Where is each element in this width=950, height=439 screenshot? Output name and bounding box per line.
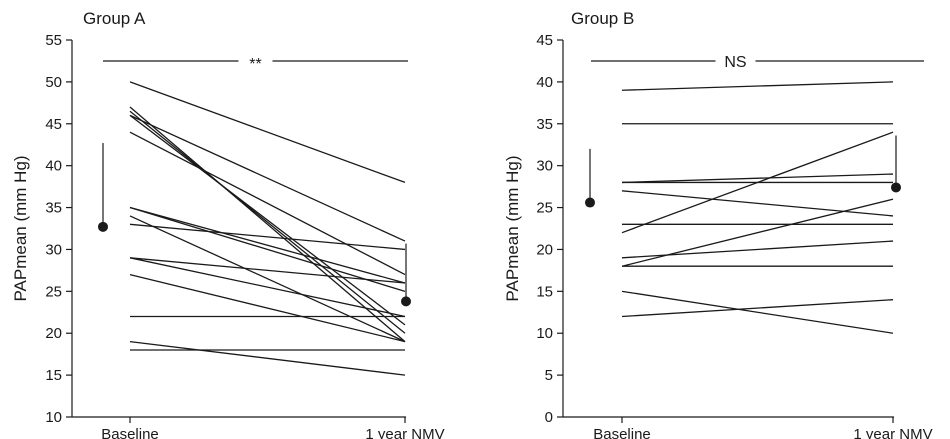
series-line [129, 340, 406, 376]
y-tick-label: 0 [545, 409, 553, 426]
y-tick-label: 20 [45, 325, 62, 342]
y-tick-label: 25 [536, 200, 553, 217]
series-line [621, 299, 894, 318]
y-tick-label: 35 [536, 116, 553, 133]
series-line [129, 215, 406, 343]
series-line [129, 257, 406, 318]
significance-label: ** [249, 56, 261, 73]
series-line [621, 198, 894, 267]
y-tick-label: 10 [45, 409, 62, 426]
series-line [129, 206, 406, 284]
chart-title: Group B [571, 9, 634, 28]
series-line [129, 273, 406, 343]
series-line [129, 106, 406, 343]
significance-label: NS [724, 54, 746, 71]
series-line [129, 206, 406, 292]
baseline-mean-dot [98, 221, 108, 232]
y-axis-label: PAPmean (mm Hg) [11, 155, 30, 301]
y-tick-label: 30 [45, 241, 62, 258]
series-line [621, 173, 894, 184]
y-tick-label: 10 [536, 325, 553, 342]
y-tick-label: 45 [45, 116, 62, 133]
y-tick-label: 45 [536, 32, 553, 49]
x-tick-label: 1 year NMV [365, 426, 444, 439]
y-axis-label: PAPmean (mm Hg) [503, 155, 522, 301]
y-tick-label: 15 [536, 283, 553, 300]
y-tick-label: 5 [545, 367, 553, 384]
chart-title: Group A [83, 9, 146, 28]
series-line [621, 131, 894, 234]
y-tick-label: 15 [45, 367, 62, 384]
series-line [129, 114, 406, 326]
y-tick-label: 55 [45, 32, 62, 49]
y-tick-label: 30 [536, 158, 553, 175]
series-line [129, 131, 406, 276]
series-line [129, 114, 406, 242]
y-tick-label: 35 [45, 200, 62, 217]
panel-group-b: Group B PAPmean (mm Hg) 0 5 10 15 20 25 30 35 40 45… [503, 9, 933, 439]
baseline-mean-dot [585, 197, 595, 208]
y-tick-label: 40 [536, 74, 553, 91]
followup-mean-dot [891, 182, 901, 193]
y-tick-label: 50 [45, 74, 62, 91]
series-line [129, 223, 406, 251]
x-tick-label: 1 year NMV [853, 426, 932, 439]
series-line [621, 290, 894, 334]
y-tick-label: 25 [45, 283, 62, 300]
y-tick-label: 20 [536, 241, 553, 258]
x-tick-label: Baseline [593, 426, 651, 439]
series-line [129, 257, 406, 284]
series-line [129, 81, 406, 184]
series-line [621, 81, 894, 91]
followup-mean-dot [401, 296, 411, 307]
series-line [621, 190, 894, 217]
series-line [621, 240, 894, 259]
panel-group-a: Group A PAPmean (mm Hg) 10 15 20 25 30 35 40 45 50… [11, 9, 445, 439]
series-line [129, 110, 406, 334]
y-tick-label: 40 [45, 158, 62, 175]
x-tick-label: Baseline [101, 426, 159, 439]
